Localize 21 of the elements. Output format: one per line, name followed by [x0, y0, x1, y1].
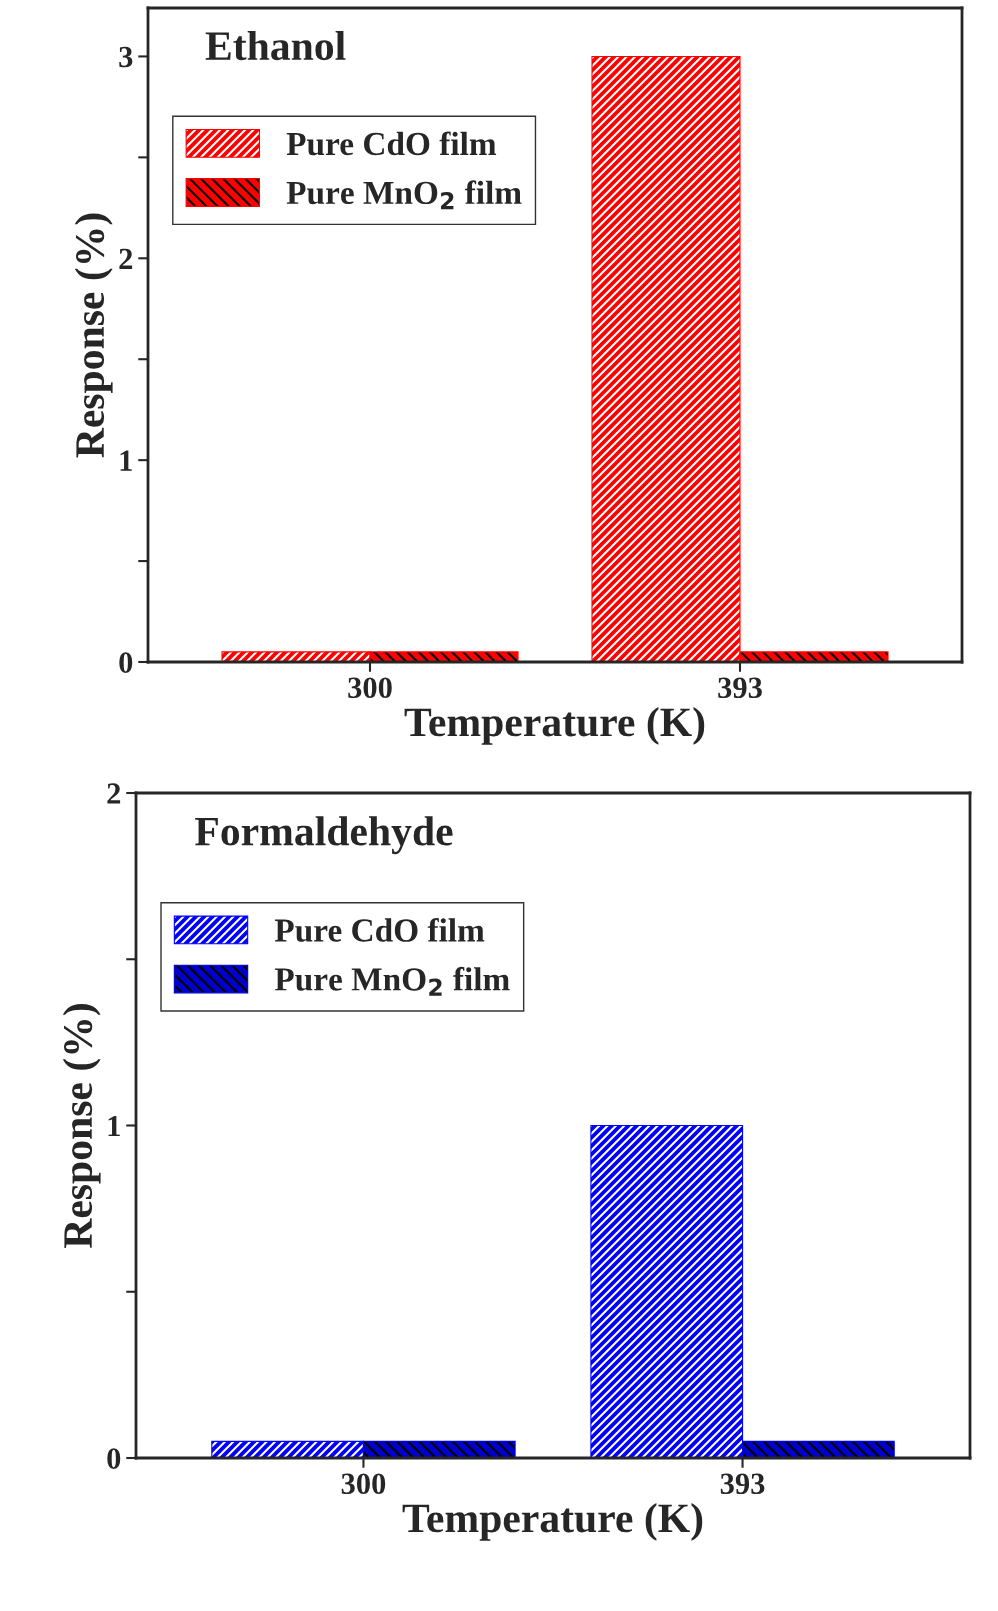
- y-tick-label: 2: [107, 783, 121, 804]
- x-tick-label: 300: [348, 677, 392, 699]
- legend-label: Pure MnO$_{2}$ film: [286, 180, 522, 210]
- legend-label: Pure CdO film: [274, 917, 485, 942]
- x-tick-label: 393: [718, 677, 762, 699]
- y-tick-label: 1: [108, 1115, 120, 1137]
- legend-label: Pure CdO film: [286, 131, 497, 156]
- x-tick-label: 393: [720, 1473, 765, 1495]
- x-tick-label: 300: [341, 1473, 386, 1495]
- y-axis-title: Response (%): [74, 213, 113, 458]
- text: Formaldehyde: [195, 816, 453, 855]
- x-axis-title: Temperature (K): [404, 707, 705, 745]
- y-tick-label: 1: [120, 450, 132, 471]
- x-axis-title: Temperature (K): [402, 1503, 703, 1541]
- y-tick-label: 0: [119, 652, 133, 673]
- y-axis-title: Response (%): [62, 1004, 101, 1249]
- chart-title: Ethanol: [205, 30, 346, 61]
- y-tick-label: 3: [119, 46, 133, 68]
- y-tick-label: 0: [107, 1448, 121, 1469]
- legend-label: Pure MnO$_{2}$ film: [274, 966, 510, 996]
- y-tick-label: 2: [119, 248, 133, 269]
